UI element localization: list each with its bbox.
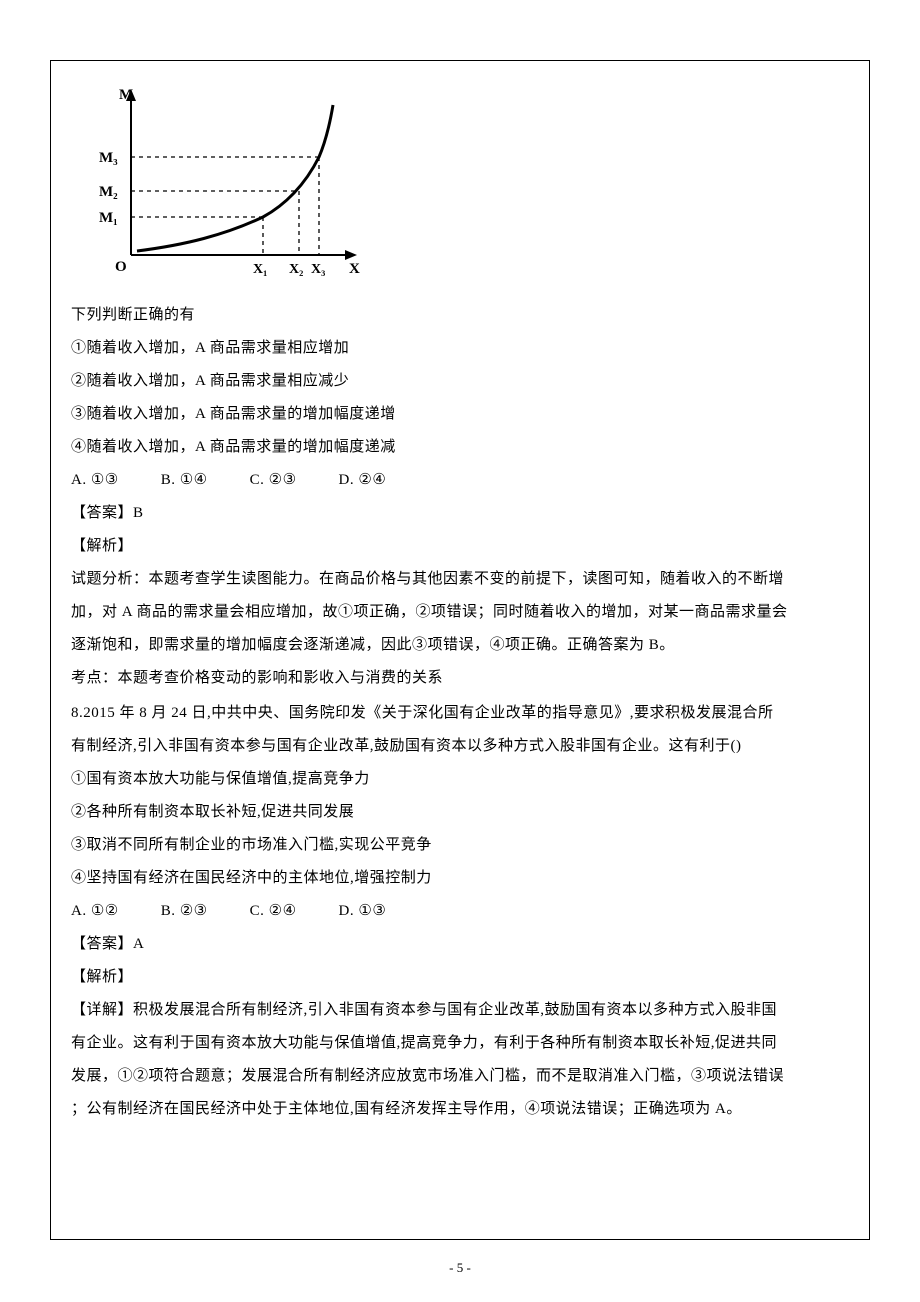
label-x: X	[349, 261, 360, 277]
q8-stem-2: 有制经济,引入非国有资本参与国有企业改革,鼓励国有资本以多种方式入股非国有企业。…	[71, 730, 849, 763]
q8-detail-1: 【详解】积极发展混合所有制经济,引入非国有资本参与国有企业改革,鼓励国有资本以多…	[71, 994, 849, 1027]
label-o: O	[115, 259, 127, 275]
q8-stmt-2: ②各种所有制资本取长补短,促进共同发展	[71, 796, 849, 829]
q7-analysis-1: 试题分析：本题考查学生读图能力。在商品价格与其他因素不变的前提下，读图可知，随着…	[71, 563, 849, 596]
x-axis-arrow	[345, 250, 357, 260]
q8-option-b: B. ②③	[161, 895, 208, 928]
q7-point: 考点：本题考查价格变动的影响和影收入与消费的关系	[71, 662, 849, 695]
label-m3: M₃	[99, 150, 118, 166]
q8-analysis-label: 【解析】	[71, 961, 849, 994]
q7-stmt-2: ②随着收入增加，A 商品需求量相应减少	[71, 365, 849, 398]
label-m: M	[119, 87, 133, 103]
q8-stmt-3: ③取消不同所有制企业的市场准入门槛,实现公平竞争	[71, 829, 849, 862]
q7-analysis-3: 逐渐饱和，即需求量的增加幅度会逐渐递减，因此③项错误，④项正确。正确答案为 B。	[71, 629, 849, 662]
q8-answer: 【答案】A	[71, 928, 849, 961]
demand-curve	[137, 105, 333, 251]
q7-stmt-4: ④随着收入增加，A 商品需求量的增加幅度递减	[71, 431, 849, 464]
q8-option-a: A. ①②	[71, 895, 119, 928]
q8-options: A. ①② B. ②③ C. ②④ D. ①③	[71, 895, 849, 928]
q8-stem-1: 8.2015 年 8 月 24 日,中共中央、国务院印发《关于深化国有企业改革的…	[71, 697, 849, 730]
label-x1: X₁	[253, 262, 267, 277]
q7-stmt-3: ③随着收入增加，A 商品需求量的增加幅度递增	[71, 398, 849, 431]
q7-stmt-1: ①随着收入增加，A 商品需求量相应增加	[71, 332, 849, 365]
q8-option-d: D. ①③	[339, 895, 387, 928]
q7-option-b: B. ①④	[161, 464, 208, 497]
page: M O X M₁ M₂ M₃ X₁ X₂ X₃ 下列判断正确的有 ①随着收入增加…	[0, 0, 920, 1302]
q7-option-d: D. ②④	[339, 464, 387, 497]
label-m1: M₁	[99, 210, 118, 226]
q7-option-a: A. ①③	[71, 464, 119, 497]
q8-detail-2: 有企业。这有利于国有资本放大功能与保值增值,提高竞争力，有利于各种所有制资本取长…	[71, 1027, 849, 1060]
q8-option-c: C. ②④	[250, 895, 297, 928]
q7-analysis-2: 加，对 A 商品的需求量会相应增加，故①项正确，②项错误；同时随着收入的增加，对…	[71, 596, 849, 629]
q7-analysis-label: 【解析】	[71, 530, 849, 563]
q8-stmt-4: ④坚持国有经济在国民经济中的主体地位,增强控制力	[71, 862, 849, 895]
q8-detail-3: 发展，①②项符合题意；发展混合所有制经济应放宽市场准入门槛，而不是取消准入门槛，…	[71, 1060, 849, 1093]
q7-answer: 【答案】B	[71, 497, 849, 530]
q7-option-c: C. ②③	[250, 464, 297, 497]
label-m2: M₂	[99, 184, 118, 200]
q7-judge-lead: 下列判断正确的有	[71, 299, 849, 332]
page-number: - 5 -	[0, 1260, 920, 1276]
q7-options: A. ①③ B. ①④ C. ②③ D. ②④	[71, 464, 849, 497]
label-x2: X₂	[289, 262, 303, 277]
content-frame: M O X M₁ M₂ M₃ X₁ X₂ X₃ 下列判断正确的有 ①随着收入增加…	[50, 60, 870, 1240]
demand-chart: M O X M₁ M₂ M₃ X₁ X₂ X₃	[85, 85, 849, 285]
q8-detail-4: ；公有制经济在国民经济中处于主体地位,国有经济发挥主导作用，④项说法错误；正确选…	[71, 1093, 849, 1126]
chart-svg: M O X M₁ M₂ M₃ X₁ X₂ X₃	[85, 85, 365, 285]
label-x3: X₃	[311, 262, 325, 277]
q8-stmt-1: ①国有资本放大功能与保值增值,提高竞争力	[71, 763, 849, 796]
